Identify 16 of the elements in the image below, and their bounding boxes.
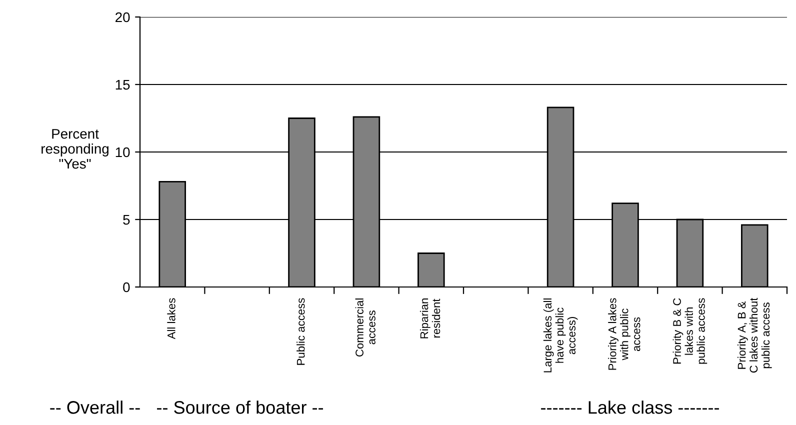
y-axis-title: Percent responding "Yes": [42, 129, 108, 169]
y-tick-label: 10: [116, 147, 130, 158]
x-tick-label: All lakes: [167, 298, 176, 340]
text: -- Overall --: [50, 400, 140, 414]
text: ------- Lake class -------: [541, 400, 719, 414]
y-tick-label: 20: [116, 12, 130, 22]
x-tick-label: Public access: [296, 298, 305, 365]
x-tick-label: Priority B & C lakes with public access: [672, 298, 708, 364]
x-tick-label: Large lakes (all have public access): [543, 298, 578, 372]
y-tick-label: 5: [123, 214, 130, 225]
x-tick-label: Commercial access: [355, 298, 376, 356]
x-tick-label: Priority A lakes with public access: [608, 298, 640, 370]
y-tick-label: 0: [123, 282, 130, 292]
text: -- Source of boater --: [157, 400, 323, 414]
x-tick-label: Riparian resident: [420, 298, 440, 338]
y-tick-label: 15: [116, 80, 130, 90]
